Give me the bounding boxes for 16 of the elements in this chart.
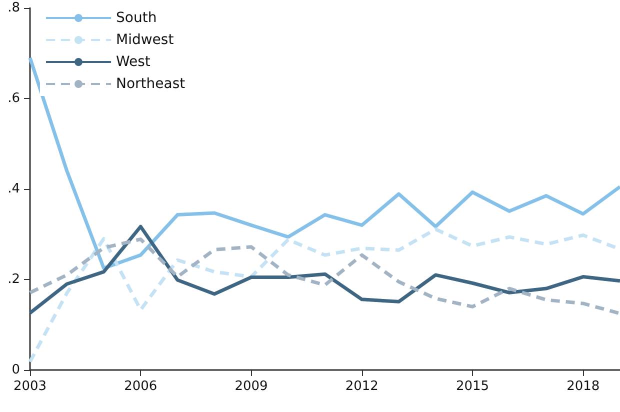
- x-tick-label: 2015: [456, 379, 490, 394]
- y-tick-label: .4: [8, 182, 20, 196]
- x-tick-label: 2009: [234, 379, 268, 394]
- y-tick-label: .2: [8, 272, 20, 287]
- y-tick-label: .8: [8, 0, 20, 16]
- legend-label: West: [116, 54, 151, 70]
- y-tick-label: 0: [12, 362, 20, 378]
- x-tick-label: 2006: [124, 379, 158, 394]
- x-tick-label: 2003: [13, 379, 47, 394]
- y-tick-label: .6: [8, 91, 20, 106]
- legend-label: Midwest: [116, 32, 174, 48]
- legend-label: South: [116, 10, 157, 26]
- legend-label: Northeast: [116, 76, 186, 92]
- x-tick-label: 2012: [345, 379, 378, 394]
- line-series: [28, 56, 620, 270]
- x-tick-label: 2018: [566, 379, 600, 394]
